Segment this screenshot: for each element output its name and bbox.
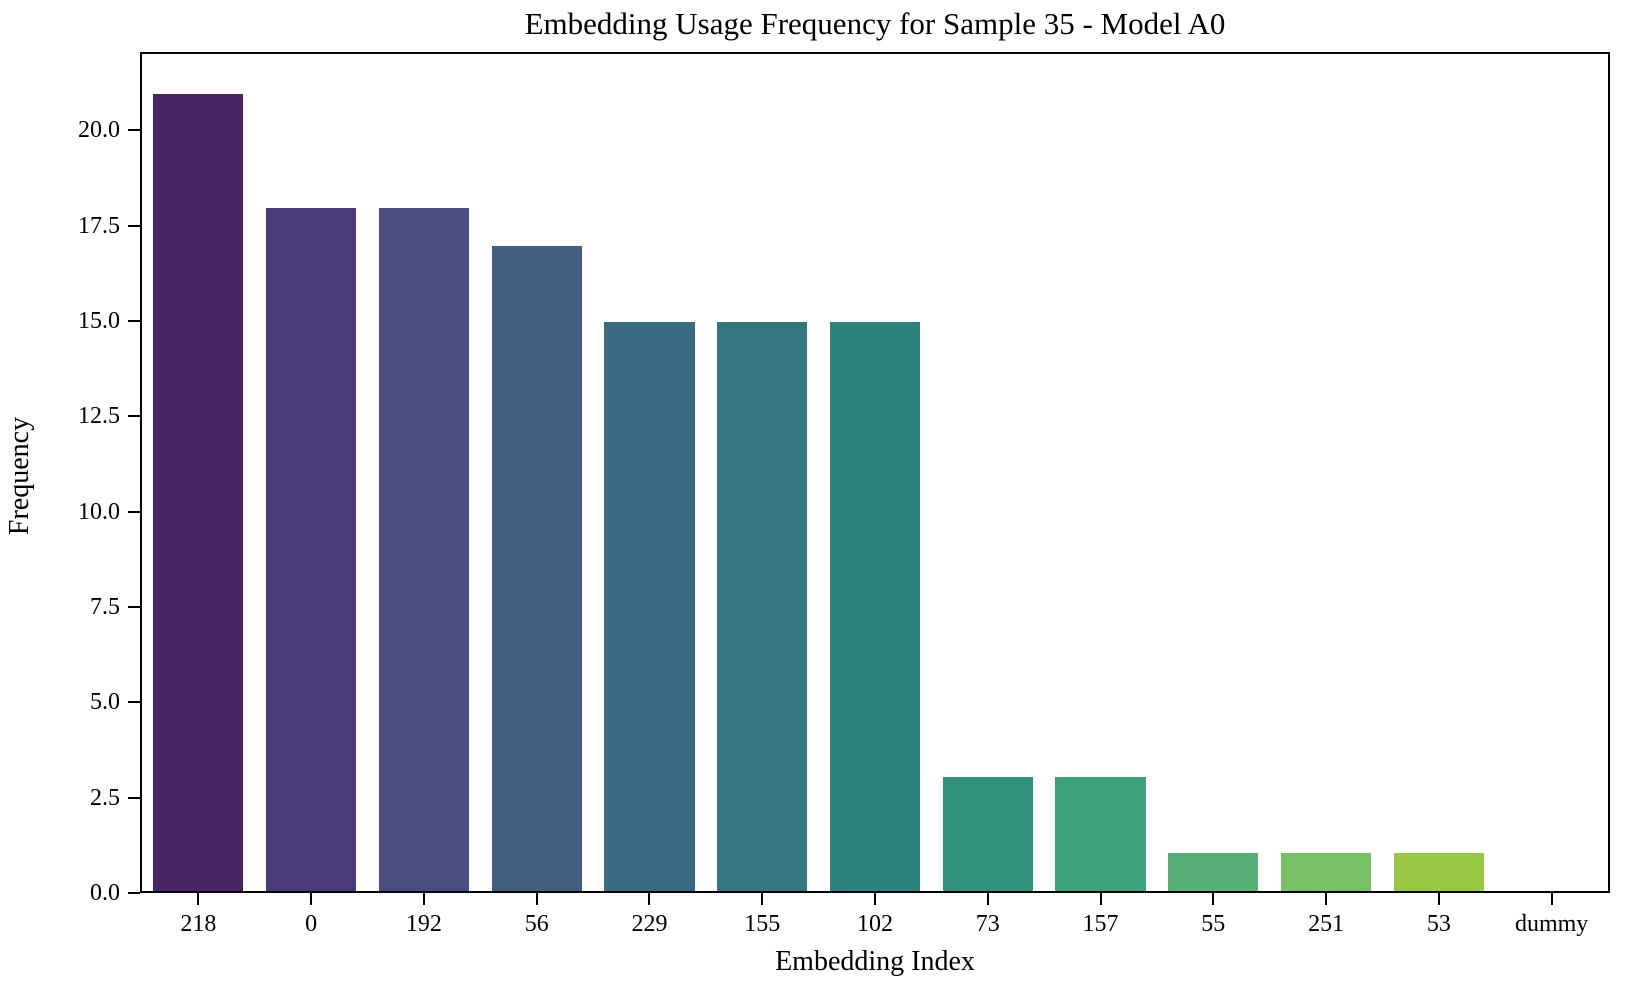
bar-slot-dummy <box>1495 54 1608 891</box>
x-tick-label-0: 0 <box>305 911 318 937</box>
x-tick-mark <box>648 893 651 905</box>
bar-155 <box>717 321 808 891</box>
bar-55 <box>1168 853 1259 891</box>
x-tick-mark <box>1437 893 1440 905</box>
x-tick-mark <box>422 893 425 905</box>
x-tick-label-73: 73 <box>975 911 1000 937</box>
y-tick-label: 5.0 <box>90 689 120 716</box>
y-tick-label: 17.5 <box>78 212 120 239</box>
y-tick-mark <box>128 796 140 799</box>
bar-56 <box>491 245 582 891</box>
x-tick-label-dummy: dummy <box>1514 911 1589 937</box>
bar-slot-53 <box>1382 54 1495 891</box>
y-tick-label: 10.0 <box>78 498 120 525</box>
y-tick-mark <box>128 701 140 704</box>
bar-slot-251 <box>1270 54 1383 891</box>
y-tick-mark <box>128 892 140 894</box>
bar-slot-102 <box>819 54 932 891</box>
x-tick-mark <box>1212 893 1215 905</box>
bar-102 <box>829 321 921 891</box>
y-tick-label: 15.0 <box>78 307 120 334</box>
x-tick-mark <box>1099 893 1102 905</box>
bar-slot-218 <box>142 54 255 891</box>
bar-slot-157 <box>1044 54 1157 891</box>
y-tick-label: 2.5 <box>90 784 120 811</box>
x-tick-label-218: 218 <box>180 911 217 937</box>
bar-slot-56 <box>480 54 593 891</box>
y-tick-label: 7.5 <box>90 593 120 620</box>
x-tick-label-55: 55 <box>1201 911 1226 937</box>
x-tick-mark <box>1550 893 1553 905</box>
bar-53 <box>1393 853 1484 891</box>
bar-73 <box>942 777 1033 891</box>
y-tick-mark <box>128 510 140 513</box>
x-tick-mark <box>761 893 764 905</box>
bar-192 <box>378 207 470 891</box>
bar-slot-229 <box>593 54 706 891</box>
x-tick-label-155: 155 <box>744 911 781 937</box>
bar-218 <box>153 93 244 891</box>
y-tick-mark <box>128 224 140 227</box>
x-axis-label: Embedding Index <box>775 946 975 977</box>
x-tick-mark <box>874 893 876 905</box>
x-tick-mark <box>310 893 313 905</box>
bar-slot-55 <box>1157 54 1270 891</box>
bar-229 <box>604 321 695 891</box>
y-tick-label: 20.0 <box>78 117 120 144</box>
bar-slot-192 <box>368 54 481 891</box>
x-tick-label-56: 56 <box>524 911 549 937</box>
x-tick-label-157: 157 <box>1082 911 1119 937</box>
y-tick-mark <box>128 415 140 418</box>
y-tick-label: 0.0 <box>90 880 120 906</box>
x-tick-mark <box>197 893 200 905</box>
bar-slot-155 <box>706 54 819 891</box>
x-tick-label-229: 229 <box>631 911 668 937</box>
x-tick-label-102: 102 <box>857 911 893 937</box>
bar-251 <box>1280 853 1372 891</box>
bar-0 <box>266 207 357 891</box>
x-tick-mark <box>986 893 989 905</box>
x-tick-mark <box>1325 893 1328 905</box>
bar-157 <box>1055 777 1146 891</box>
y-tick-mark <box>128 129 140 132</box>
x-tick-mark <box>535 893 538 905</box>
bars-container <box>142 54 1608 891</box>
y-tick-label: 12.5 <box>78 403 120 430</box>
x-tick-label-192: 192 <box>405 911 442 937</box>
y-tick-mark <box>128 605 140 608</box>
bar-slot-0 <box>255 54 368 891</box>
y-tick-mark <box>128 319 140 322</box>
plot-area <box>140 52 1610 893</box>
x-tick-label-251: 251 <box>1308 911 1345 937</box>
x-tick-label-53: 53 <box>1426 911 1451 937</box>
chart-title: Embedding Usage Frequency for Sample 35 … <box>524 6 1226 41</box>
bar-slot-73 <box>931 54 1044 891</box>
